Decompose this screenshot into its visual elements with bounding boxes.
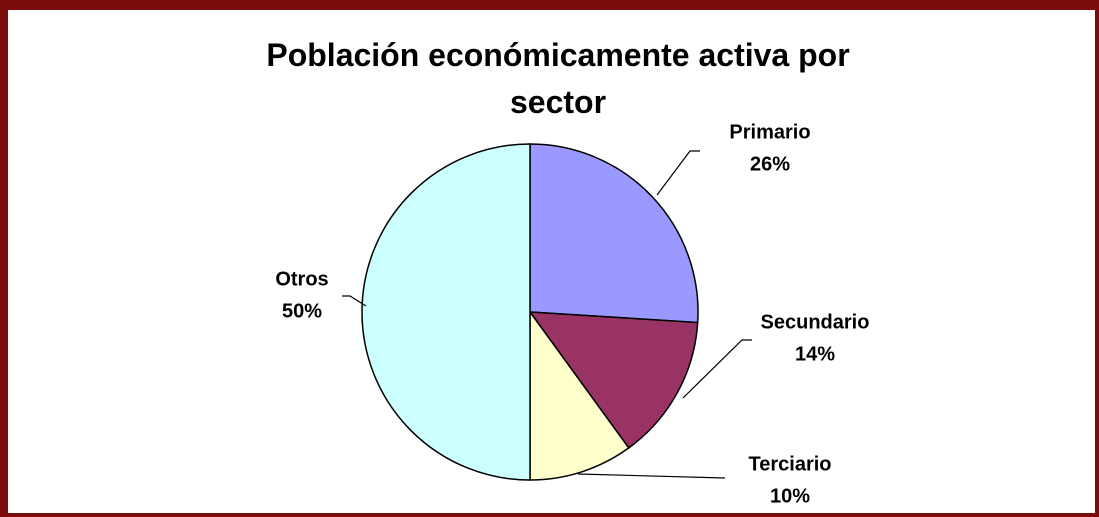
slice-value-label: 10%: [770, 485, 810, 507]
slice-value-label: 50%: [282, 300, 322, 322]
leader-line: [656, 150, 700, 196]
pie-slice: [529, 309, 630, 481]
slice-value-label: 26%: [750, 153, 790, 175]
leader-line: [342, 295, 367, 307]
pie-slice: [529, 143, 699, 324]
leader-line: [682, 339, 752, 399]
leader-line: [577, 473, 726, 479]
slice-value-label: 14%: [795, 343, 835, 365]
slice-label: Otros: [275, 268, 328, 290]
slice-label: Primario: [729, 121, 810, 143]
pie-slice: [361, 143, 531, 481]
slice-label: Terciario: [749, 453, 832, 475]
pie-slice: [528, 311, 699, 449]
chart-title: Población económicamente activa por sect…: [266, 37, 850, 120]
slice-label: Secundario: [761, 311, 870, 333]
